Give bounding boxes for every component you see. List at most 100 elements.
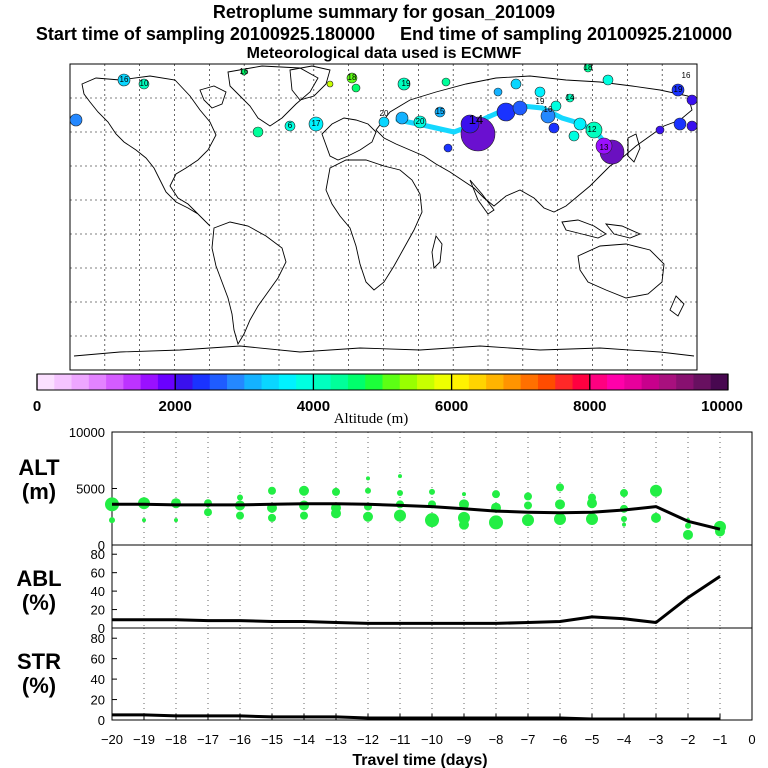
- colorbar-tick-label: 0: [33, 398, 41, 415]
- colorbar-tick-label: 10000: [701, 398, 743, 415]
- y-tick-label: 40: [91, 584, 105, 599]
- altitude-cluster-point: [651, 512, 661, 523]
- plume-cluster: [686, 94, 698, 106]
- plume-cluster: [326, 80, 334, 88]
- x-tick-label: −9: [457, 732, 472, 747]
- colorbar-swatch: [399, 374, 418, 390]
- map-cluster-label: 20: [380, 109, 389, 118]
- colorbar-swatch: [106, 374, 124, 390]
- colorbar-swatch: [278, 374, 297, 390]
- x-tick-label: −20: [101, 732, 123, 747]
- plume-cluster: [252, 126, 264, 138]
- chart-title: Retroplume summary for gosan_201009: [212, 2, 556, 22]
- altitude-cluster-point: [366, 476, 370, 481]
- altitude-cluster-point: [331, 508, 341, 519]
- plume-cluster: [308, 116, 324, 132]
- altitude-cluster-point: [462, 492, 466, 497]
- map-cluster-label: 18: [348, 73, 357, 82]
- colorbar-swatch: [503, 374, 522, 390]
- plume-cluster: [434, 106, 446, 118]
- y-tick-label: 0: [98, 538, 105, 553]
- colorbar-swatch: [434, 374, 453, 390]
- chart-panel-abl: 0 20 40 60 80: [91, 544, 753, 636]
- colorbar-swatch: [693, 374, 712, 390]
- altitude-cluster-point: [489, 515, 503, 530]
- colorbar-swatch: [520, 374, 539, 390]
- chart-panel-alt: 0 5000 10000: [69, 425, 753, 553]
- altitude-cluster-point: [142, 518, 146, 523]
- colorbar-swatch: [624, 374, 643, 390]
- plume-cluster: [573, 117, 587, 131]
- colorbar-swatch: [175, 374, 193, 390]
- plume-cluster: [240, 68, 248, 76]
- x-tick-label: −2: [681, 732, 696, 747]
- plume-cluster: [351, 83, 361, 93]
- plume-cluster: [378, 116, 390, 128]
- altitude-cluster-point: [587, 498, 597, 509]
- altitude-cluster-point: [459, 499, 469, 510]
- plume-cluster: [138, 78, 150, 90]
- colorbar-swatch: [589, 374, 608, 390]
- altitude-cluster-point: [174, 518, 178, 523]
- x-tick-label: −4: [617, 732, 632, 747]
- colorbar-swatch: [365, 374, 383, 390]
- altitude-cluster-point: [429, 488, 435, 495]
- colorbar-swatch: [192, 374, 211, 390]
- series-line: [112, 575, 721, 625]
- colorbar-swatch: [209, 374, 228, 390]
- y-tick-label: 60: [91, 566, 105, 581]
- plume-cluster: [686, 120, 698, 132]
- colorbar-swatch: [261, 374, 280, 390]
- colorbar-swatch: [37, 374, 55, 390]
- altitude-cluster-point: [425, 513, 439, 528]
- plume-cluster: [69, 113, 83, 127]
- altitude-cluster-point: [555, 499, 565, 510]
- plume-cluster: [583, 63, 593, 73]
- x-tick-label: −15: [261, 732, 283, 747]
- plume-cluster: [443, 143, 453, 153]
- plume-cluster: [568, 130, 580, 142]
- colorbar-swatch: [486, 374, 504, 390]
- plume-cluster: [413, 115, 427, 129]
- altitude-cluster-point: [109, 517, 115, 524]
- plume-cluster: [671, 83, 685, 97]
- altitude-cluster-point: [363, 511, 373, 522]
- altitude-cluster-point: [524, 501, 532, 510]
- x-tick-label: 0: [748, 732, 755, 747]
- colorbar-swatch: [607, 374, 625, 390]
- plume-cluster: [565, 93, 575, 103]
- plume-cluster: [655, 125, 665, 135]
- colorbar-swatch: [227, 374, 245, 390]
- altitude-cluster-point: [397, 490, 403, 497]
- map-cluster-label: 17: [312, 119, 321, 128]
- colorbar-swatch: [71, 374, 90, 390]
- plume-cluster: [550, 100, 562, 112]
- y-tick-label: 0: [98, 713, 105, 728]
- altitude-cluster-point: [554, 513, 566, 526]
- end-time-label: End time of sampling 20100925.210000: [400, 24, 733, 44]
- start-time-label: Start time of sampling 20100925.180000: [35, 24, 375, 44]
- x-tick-label: −11: [389, 732, 410, 747]
- x-tick-label: −6: [553, 732, 568, 747]
- plume-cluster: [496, 102, 516, 122]
- colorbar-swatch: [347, 374, 366, 390]
- altitude-colorbar: 0 2000 4000 6000 8000 10000: [33, 373, 743, 415]
- colorbar-swatch: [296, 374, 314, 390]
- plume-cluster: [548, 122, 560, 134]
- map-cluster-label: 10: [140, 79, 149, 88]
- colorbar-swatch: [88, 374, 107, 390]
- colorbar-swatch: [468, 374, 487, 390]
- altitude-cluster-point: [299, 485, 309, 496]
- map-cluster-label: 19: [536, 97, 545, 106]
- altitude-cluster-point: [299, 500, 309, 511]
- map-cluster-label: 18: [584, 63, 593, 72]
- altitude-cluster-point: [683, 529, 693, 540]
- altitude-cluster-point: [622, 522, 626, 527]
- x-axis-title: Travel time (days): [352, 752, 487, 768]
- x-tick-label: −7: [521, 732, 536, 747]
- map-cluster-label: 6: [288, 121, 293, 130]
- map-cluster-label: 16: [682, 71, 691, 80]
- x-tick-label: −14: [293, 732, 315, 747]
